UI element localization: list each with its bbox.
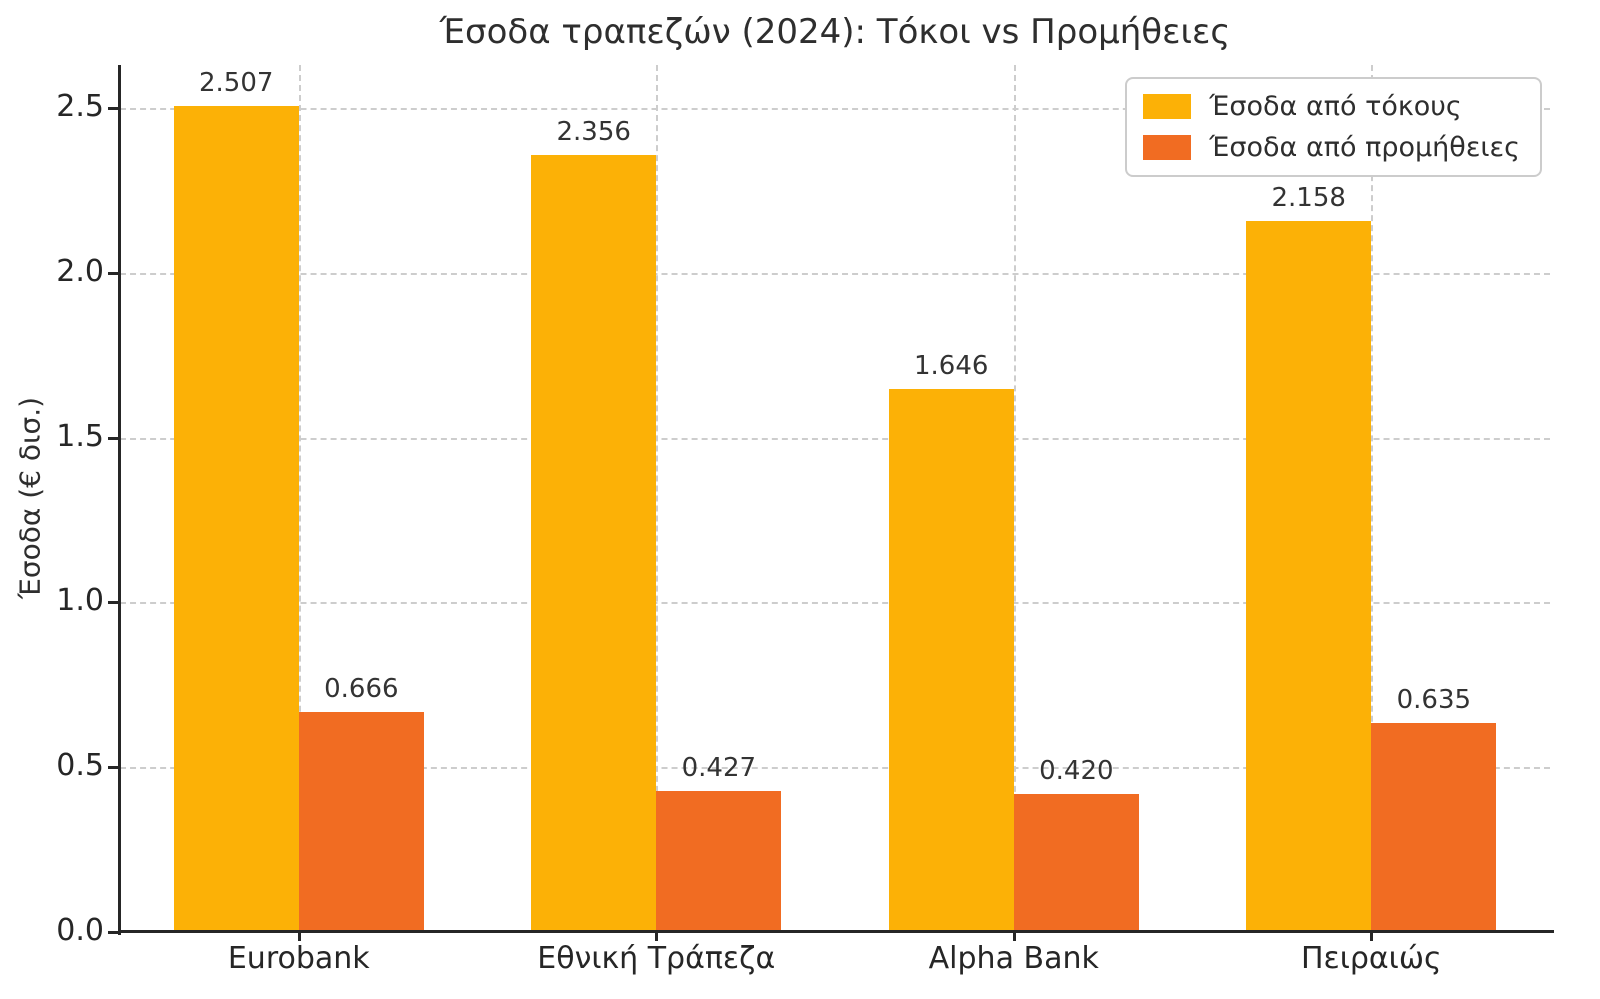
- x-tick-label: Πειραιώς: [1300, 941, 1442, 976]
- legend-swatch: [1143, 135, 1192, 160]
- bar-1-1: [656, 791, 782, 932]
- bar-0-1: [531, 155, 657, 932]
- legend: Έσοδα από τόκους Έσοδα από προμήθειες: [1125, 77, 1542, 177]
- bar-1-0: [298, 712, 424, 932]
- y-tick-mark: [108, 106, 118, 110]
- bar-value-label: 1.646: [913, 351, 989, 382]
- plot-area: 2.507 2.356 1.646 2.158 0.666 0.427 0.420 0.635: [120, 65, 1550, 932]
- y-tick-label: 2.5: [56, 88, 104, 124]
- legend-item: Έσοδα από τόκους: [1143, 91, 1520, 122]
- y-tick-mark: [108, 601, 118, 605]
- gridline-horizontal: [120, 437, 1550, 440]
- bar-1-3: [1371, 722, 1497, 932]
- x-tick-label: Εθνική Τράπεζα: [537, 941, 776, 976]
- bar-value-label: 2.356: [556, 117, 631, 148]
- chart-title: Έσοδα τραπεζών (2024): Τόκοι vs Προμήθει…: [439, 12, 1231, 52]
- x-axis-spine: [118, 930, 1554, 933]
- gridline-vertical: [1013, 65, 1016, 932]
- legend-label: Έσοδα από προμήθειες: [1209, 132, 1520, 163]
- y-axis-spine: [118, 65, 121, 935]
- bar-value-label: 2.158: [1271, 182, 1346, 213]
- legend-label: Έσοδα από τόκους: [1209, 91, 1462, 122]
- bar-0-0: [173, 105, 299, 932]
- y-tick-label: 1.0: [56, 583, 104, 619]
- bar-value-label: 0.427: [681, 753, 757, 784]
- x-tick-mark: [297, 931, 301, 941]
- gridline-vertical: [656, 65, 659, 932]
- x-tick-label: Alpha Bank: [928, 941, 1099, 976]
- y-tick-mark: [108, 931, 118, 934]
- gridline-vertical: [298, 65, 301, 932]
- gridline-vertical: [1371, 65, 1374, 932]
- y-tick-mark: [108, 766, 118, 770]
- gridline-horizontal: [120, 767, 1550, 770]
- bar-value-label: 0.420: [1039, 755, 1114, 786]
- y-tick-label: 1.5: [56, 418, 104, 454]
- legend-swatch: [1143, 94, 1192, 119]
- x-tick-label: Eurobank: [227, 941, 370, 976]
- x-tick-mark: [1012, 931, 1016, 941]
- x-tick-mark: [1370, 931, 1374, 941]
- gridline-horizontal: [120, 602, 1550, 605]
- legend-item: Έσοδα από προμήθειες: [1143, 132, 1520, 163]
- bar-value-label: 0.635: [1396, 684, 1472, 715]
- y-tick-mark: [108, 436, 118, 440]
- y-tick-label: 0.0: [56, 913, 104, 948]
- gridline-horizontal: [120, 107, 1550, 110]
- y-tick-mark: [108, 271, 118, 275]
- bar-value-label: 0.666: [324, 674, 399, 705]
- x-tick-mark: [655, 931, 659, 941]
- bar-0-2: [888, 389, 1014, 932]
- y-tick-label: 0.5: [56, 748, 104, 784]
- gridline-horizontal: [120, 272, 1550, 275]
- bar-0-3: [1246, 220, 1372, 932]
- y-tick-label: 2.0: [56, 253, 104, 289]
- bar-value-label: 2.507: [198, 67, 274, 98]
- bar-1-2: [1013, 793, 1139, 932]
